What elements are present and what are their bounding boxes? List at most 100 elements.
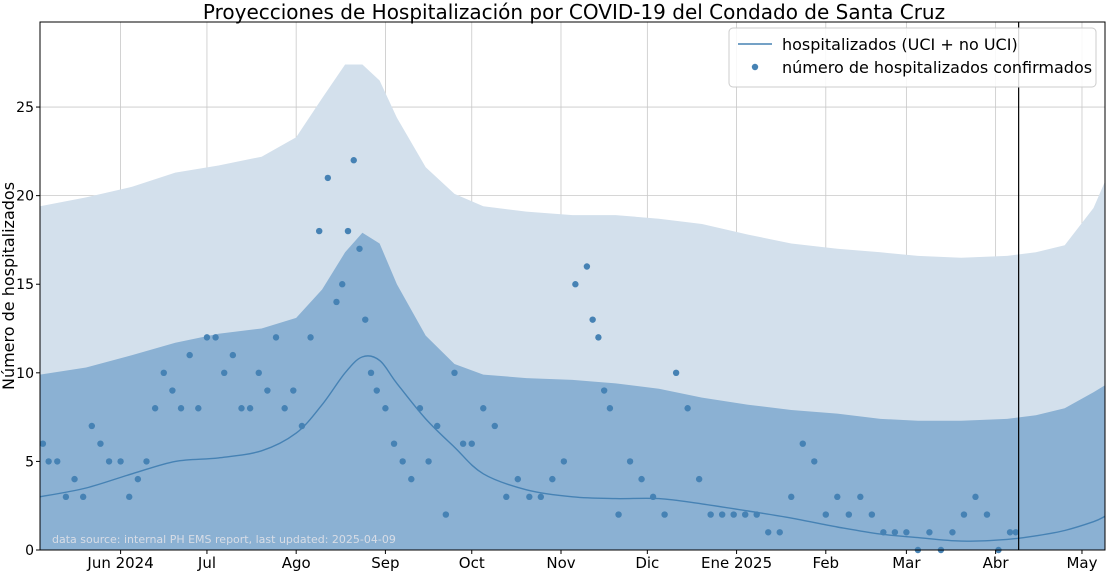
data-point xyxy=(526,493,533,501)
x-tick-label: Ene 2025 xyxy=(701,554,772,571)
data-point xyxy=(229,351,237,359)
data-point xyxy=(333,298,340,306)
data-point xyxy=(356,245,363,252)
x-tick-label: Oct xyxy=(459,554,485,571)
data-point xyxy=(834,493,841,501)
data-point xyxy=(626,458,634,465)
data-point xyxy=(537,493,545,501)
data-point xyxy=(468,440,475,447)
data-point xyxy=(684,405,691,412)
data-point xyxy=(264,387,271,394)
data-source-annotation: data source: internal PH EMS report, las… xyxy=(52,533,396,546)
data-point xyxy=(549,475,556,483)
data-point xyxy=(367,369,375,377)
projection-line-series xyxy=(39,355,1106,542)
legend: hospitalizados (UCI + no UCI) número de … xyxy=(728,27,1097,88)
data-point xyxy=(926,529,933,536)
data-point xyxy=(45,458,52,465)
data-point xyxy=(97,440,104,447)
data-point xyxy=(451,369,458,377)
y-tick-label: 5 xyxy=(25,454,34,470)
data-point xyxy=(203,334,211,341)
data-point xyxy=(344,227,352,235)
data-point xyxy=(186,351,193,359)
y-axis-ticks: 0 5 10 15 20 25 xyxy=(16,100,40,559)
plot-frame xyxy=(39,21,1106,551)
data-point xyxy=(339,281,346,288)
data-point xyxy=(71,475,78,483)
data-point xyxy=(491,422,498,430)
y-axis-label: Número de hospitalizados xyxy=(0,182,18,390)
x-tick-label: May xyxy=(1066,554,1097,571)
data-point xyxy=(1012,529,1019,536)
data-point xyxy=(425,458,432,465)
data-point xyxy=(589,316,596,323)
x-tick-label: Abr xyxy=(983,554,1010,571)
data-point xyxy=(324,174,332,182)
x-tick-label: Nov xyxy=(546,554,575,571)
data-point xyxy=(151,405,159,412)
data-point xyxy=(434,422,441,430)
data-point xyxy=(606,405,614,412)
data-point xyxy=(399,458,406,465)
y-tick-label: 10 xyxy=(16,366,34,382)
data-point xyxy=(868,511,876,518)
data-point xyxy=(583,263,591,270)
data-point xyxy=(134,475,142,483)
confirmed-points-series xyxy=(39,157,1019,554)
legend-line-label: hospitalizados (UCI + no UCI) xyxy=(782,35,1018,54)
x-tick-label: Ago xyxy=(282,554,311,571)
data-point xyxy=(350,157,357,164)
data-point xyxy=(949,529,956,536)
data-point xyxy=(105,458,113,465)
data-point xyxy=(39,440,47,447)
data-point xyxy=(638,475,645,483)
y-tick-label: 25 xyxy=(16,100,34,116)
data-point xyxy=(514,475,522,483)
projection-line xyxy=(39,355,1106,542)
data-point xyxy=(298,422,306,430)
data-point xyxy=(903,529,910,536)
data-point xyxy=(126,493,133,501)
data-point xyxy=(221,369,228,377)
y-tick-label: 20 xyxy=(16,189,34,205)
data-point xyxy=(62,493,70,501)
data-point xyxy=(1006,529,1014,536)
x-tick-label: Jul xyxy=(197,554,216,571)
data-point xyxy=(695,475,703,483)
data-point xyxy=(788,493,795,501)
data-point xyxy=(117,458,124,465)
data-point xyxy=(54,458,61,465)
data-point xyxy=(480,405,487,412)
data-point xyxy=(238,405,245,412)
data-point xyxy=(255,369,262,377)
data-point xyxy=(742,511,749,518)
data-point xyxy=(730,511,737,518)
data-point xyxy=(307,334,314,341)
data-point xyxy=(972,493,979,501)
data-point xyxy=(408,475,415,483)
data-point xyxy=(195,405,202,412)
x-axis-ticks: Jun 2024 Jul Ago Sep Oct Nov Dic Ene 2025 Feb Mar… xyxy=(86,550,1098,571)
data-point xyxy=(281,405,288,412)
x-tick-label: Mar xyxy=(892,554,921,571)
y-tick-label: 15 xyxy=(16,277,34,293)
legend-point-swatch xyxy=(751,63,759,71)
chart-title: Proyecciones de Hospitalización por COVI… xyxy=(203,0,945,24)
legend-point-label: número de hospitalizados confirmados xyxy=(782,58,1092,77)
data-point xyxy=(615,511,622,518)
data-point xyxy=(362,316,369,323)
data-point xyxy=(811,458,818,465)
data-point xyxy=(212,334,219,341)
data-point xyxy=(845,511,853,518)
data-point xyxy=(373,387,380,394)
data-point xyxy=(718,511,726,518)
data-point xyxy=(382,405,389,412)
data-point xyxy=(177,405,185,412)
data-point xyxy=(316,227,323,235)
data-point xyxy=(857,493,864,501)
data-point xyxy=(765,529,772,536)
band-inner-area xyxy=(40,232,1105,551)
x-tick-label: Dic xyxy=(635,554,659,571)
